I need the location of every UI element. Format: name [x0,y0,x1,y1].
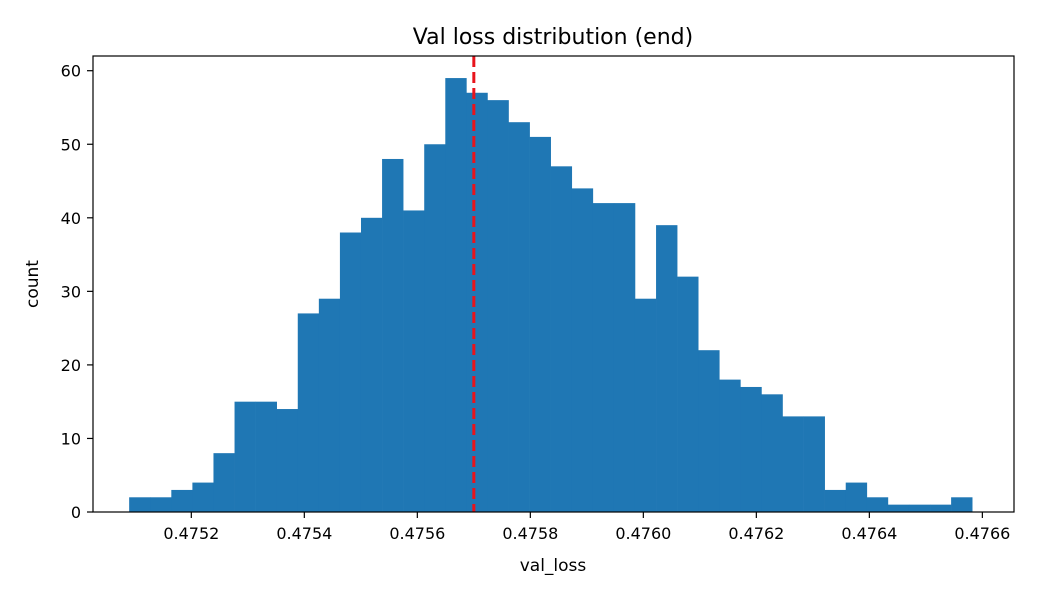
histogram-bar [424,144,446,513]
x-axis-ticks: 0.4752 0.4754 0.4756 0.4758 0.4760 0.4762 0.47… [163,512,1010,543]
y-tick-label: 40 [61,209,81,228]
histogram-bar [339,232,362,513]
histogram-bars [129,78,973,513]
histogram-bar [761,394,783,512]
chart-title: Val loss distribution (end) [413,25,693,50]
histogram-bar [508,122,530,513]
x-tick-label: 0.4766 [954,524,1010,543]
histogram-bar [213,453,235,512]
histogram-bar [529,136,551,512]
y-tick-label: 50 [61,135,81,154]
histogram-bar [150,497,172,512]
histogram-bar [234,401,256,512]
histogram-bar [192,482,214,512]
x-tick-label: 0.4756 [389,524,445,543]
histogram-bar [592,203,615,512]
histogram-bar [824,489,847,512]
histogram-bar [276,409,299,512]
y-tick-label: 20 [61,356,81,375]
histogram-bar [656,225,678,512]
histogram-bar [908,504,931,512]
histogram-bar [171,489,193,512]
histogram-bar [550,166,573,513]
histogram-bar [255,401,277,512]
x-axis-label: val_loss [520,556,587,576]
y-tick-label: 10 [61,429,81,448]
histogram-bar [403,210,425,513]
x-tick-label: 0.4760 [615,524,671,543]
x-tick-label: 0.4762 [728,524,784,543]
histogram-bar [866,497,889,512]
histogram-bar [634,298,657,512]
y-tick-label: 60 [61,62,81,81]
histogram-bar [318,298,341,512]
histogram-bar [129,497,151,512]
histogram-bar [740,386,762,512]
x-tick-label: 0.4764 [841,524,897,543]
histogram-bar [360,217,383,512]
histogram-bar [803,416,825,512]
x-tick-label: 0.4758 [502,524,558,543]
histogram-bar [930,504,952,512]
histogram-bar [297,313,320,512]
y-tick-label: 30 [61,282,81,301]
histogram-bar [571,188,594,513]
histogram-bar [845,482,868,512]
y-axis-ticks: 0 10 20 30 40 50 60 [61,62,93,522]
histogram-bar [445,78,467,512]
histogram-bar [719,379,741,512]
histogram-bar [887,504,910,512]
histogram-bar [466,92,488,512]
histogram-bar [613,203,636,512]
x-tick-label: 0.4752 [163,524,219,543]
x-tick-label: 0.4754 [276,524,332,543]
y-axis-label: count [23,260,43,308]
histogram-bar [951,497,973,512]
histogram-bar [782,416,804,512]
histogram-bar [677,276,699,512]
histogram-bar [487,100,509,513]
plot-frame [92,55,1015,513]
histogram-bar [382,158,404,512]
histogram-bar [698,350,720,512]
y-tick-label: 0 [71,503,81,522]
